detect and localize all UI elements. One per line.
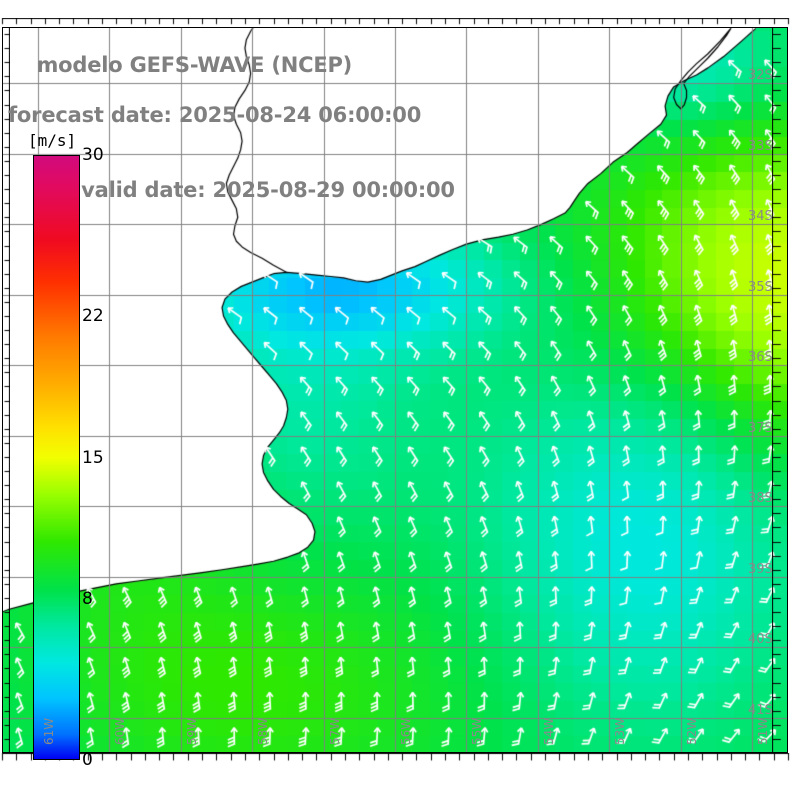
colorbar-tick-15: 15 (82, 447, 104, 468)
colorbar-tick-8: 8 (82, 588, 93, 609)
colorbar-gradient (33, 155, 80, 760)
wind-barb-layer (2, 27, 788, 753)
colorbar-tick-0: 0 (82, 750, 93, 770)
map-plot-area (2, 27, 788, 753)
left-ruler (0, 27, 10, 753)
top-ruler (0, 18, 800, 28)
colorbar-tick-22: 22 (82, 306, 104, 327)
colorbar-tick-30: 30 (82, 145, 104, 165)
right-ruler (772, 27, 788, 753)
colorbar-unit-label: [m/s] (28, 131, 77, 150)
bottom-ruler (0, 753, 800, 765)
colorbar (33, 155, 80, 760)
